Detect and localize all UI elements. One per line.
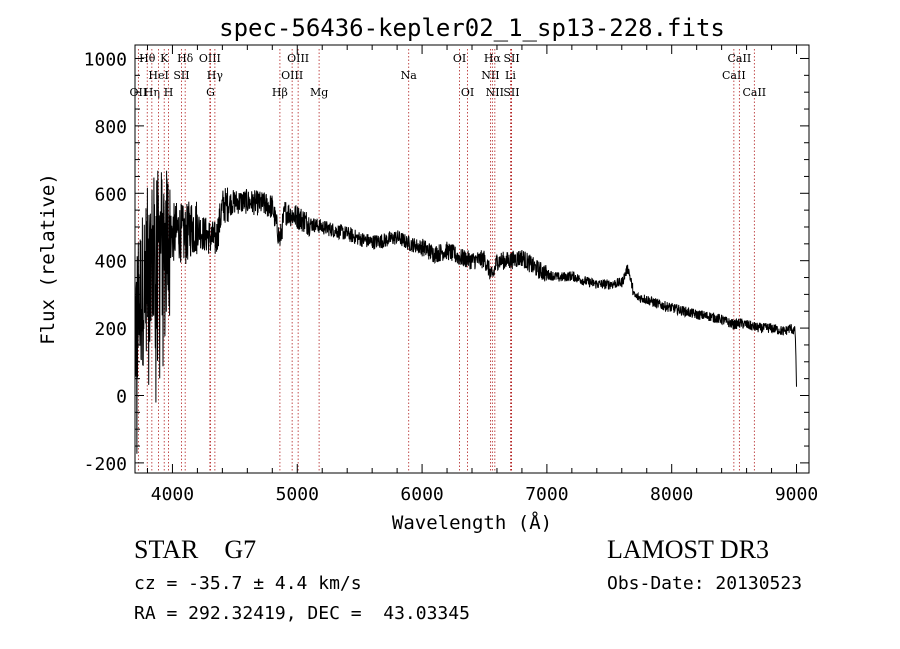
y-tick-label: 1000 <box>84 49 127 70</box>
x-axis-label: Wavelength (Å) <box>392 511 552 534</box>
axis-ticks <box>135 45 809 473</box>
chart-title: spec-56436-kepler02_1_sp13-228.fits <box>219 14 725 42</box>
y-axis-label: Flux (relative) <box>37 173 59 345</box>
line-label: OIII <box>199 52 221 65</box>
line-label: Na <box>401 69 418 82</box>
y-tick-label: 800 <box>94 117 127 138</box>
line-label: Hη <box>144 86 160 99</box>
line-label: Hγ <box>207 69 224 82</box>
line-label: OI <box>453 52 466 65</box>
line-label: Hθ <box>139 52 156 65</box>
line-label: Mg <box>310 86 328 99</box>
x-tick-label: 8000 <box>650 484 693 505</box>
line-label: SII <box>503 52 519 65</box>
x-tick-label: 9000 <box>775 484 818 505</box>
line-label: Hδ <box>177 52 194 65</box>
line-label: NII <box>481 69 499 82</box>
line-label: H <box>164 86 174 99</box>
redshift-cz: cz = -35.7 ± 4.4 km/s <box>134 573 362 594</box>
line-label: OIII <box>281 69 303 82</box>
line-label: Hβ <box>272 86 288 99</box>
spectrum-line <box>134 170 797 454</box>
line-label: CaII <box>728 52 752 65</box>
line-label: OIII <box>287 52 309 65</box>
line-label: G <box>206 86 215 99</box>
x-tick-label: 4000 <box>151 484 194 505</box>
x-tick-label: 5000 <box>276 484 319 505</box>
ra-dec: RA = 292.32419, DEC = 43.03345 <box>134 603 470 624</box>
line-label: Li <box>505 69 516 82</box>
line-label: CaII <box>722 69 746 82</box>
y-tick-label: 400 <box>94 252 127 273</box>
obs-date: Obs-Date: 20130523 <box>607 573 803 594</box>
spectral-class: STAR G7 <box>134 535 257 564</box>
y-tick-label: 600 <box>94 184 127 205</box>
line-label: CaII <box>742 86 766 99</box>
line-label: NII <box>486 86 504 99</box>
line-label: SII <box>173 69 189 82</box>
axis-tick-labels: 4000 5000 6000 7000 8000 9000 -200 0 200 400 600 80… <box>84 49 819 505</box>
line-label: Hα <box>484 52 502 65</box>
y-tick-label: 0 <box>116 386 127 407</box>
y-tick-label: -200 <box>84 454 127 475</box>
survey-name: LAMOST DR3 <box>607 535 770 564</box>
line-label: OI <box>461 86 474 99</box>
y-tick-label: 200 <box>94 319 127 340</box>
line-label: K <box>160 52 169 65</box>
x-tick-label: 7000 <box>525 484 568 505</box>
x-tick-label: 6000 <box>400 484 443 505</box>
line-label: HeI <box>148 69 168 82</box>
